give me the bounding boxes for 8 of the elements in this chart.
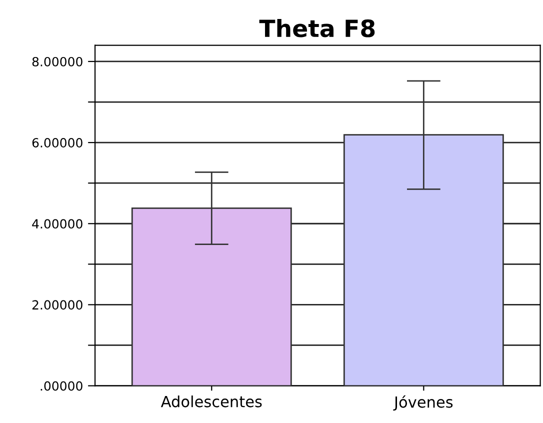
x-tick-label: Adolescentes bbox=[160, 396, 262, 408]
y-tick-label: 8.00000 bbox=[32, 56, 82, 66]
y-tick-label: 6.00000 bbox=[32, 138, 82, 148]
chart-title: Theta F8 bbox=[259, 18, 375, 38]
y-tick-label: 2.00000 bbox=[32, 300, 82, 310]
y-tick-label: 4.00000 bbox=[32, 219, 82, 229]
y-tick-label: .00000 bbox=[40, 381, 82, 391]
x-tick-label: Jóvenes bbox=[393, 395, 453, 411]
